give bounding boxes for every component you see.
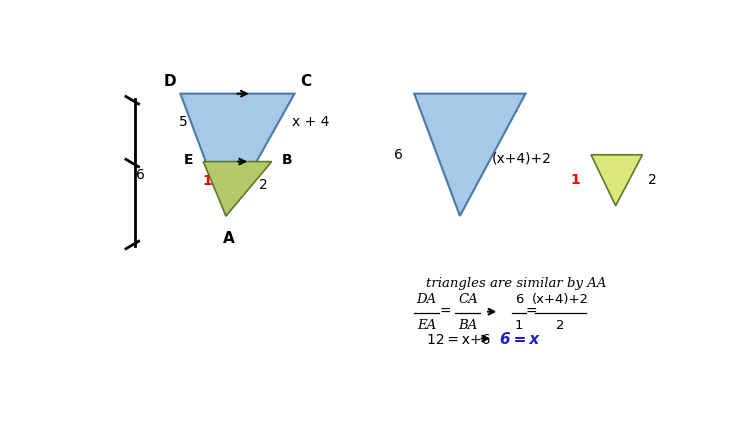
Text: D: D (164, 74, 177, 89)
Text: (x+4)+2: (x+4)+2 (492, 151, 551, 165)
Text: 6: 6 (394, 148, 403, 162)
Text: 12 = x+6: 12 = x+6 (427, 333, 490, 347)
Text: =: = (440, 305, 451, 319)
Text: EA: EA (417, 319, 436, 333)
Text: triangles are similar by AA: triangles are similar by AA (425, 277, 606, 290)
Text: =: = (526, 305, 537, 319)
Text: 1: 1 (570, 173, 580, 187)
Polygon shape (203, 161, 272, 216)
Polygon shape (414, 93, 526, 216)
Polygon shape (591, 155, 643, 206)
Text: 6 = x: 6 = x (500, 333, 539, 348)
Text: 6: 6 (136, 168, 145, 182)
Text: 1: 1 (515, 319, 523, 333)
Text: BA: BA (459, 319, 478, 333)
Text: 2: 2 (259, 178, 267, 192)
Text: 2: 2 (648, 173, 657, 187)
Text: 2: 2 (556, 319, 565, 333)
Text: DA: DA (417, 293, 437, 306)
Polygon shape (180, 93, 294, 216)
Text: (x+4)+2: (x+4)+2 (532, 293, 589, 306)
Text: 1: 1 (202, 174, 212, 188)
Text: E: E (183, 153, 193, 167)
Text: 5: 5 (179, 115, 188, 129)
Text: CA: CA (458, 293, 478, 306)
Text: B: B (282, 153, 293, 167)
Text: C: C (300, 74, 311, 89)
Text: 6: 6 (515, 293, 523, 306)
Text: x + 4: x + 4 (291, 115, 329, 129)
Text: A: A (223, 231, 235, 246)
